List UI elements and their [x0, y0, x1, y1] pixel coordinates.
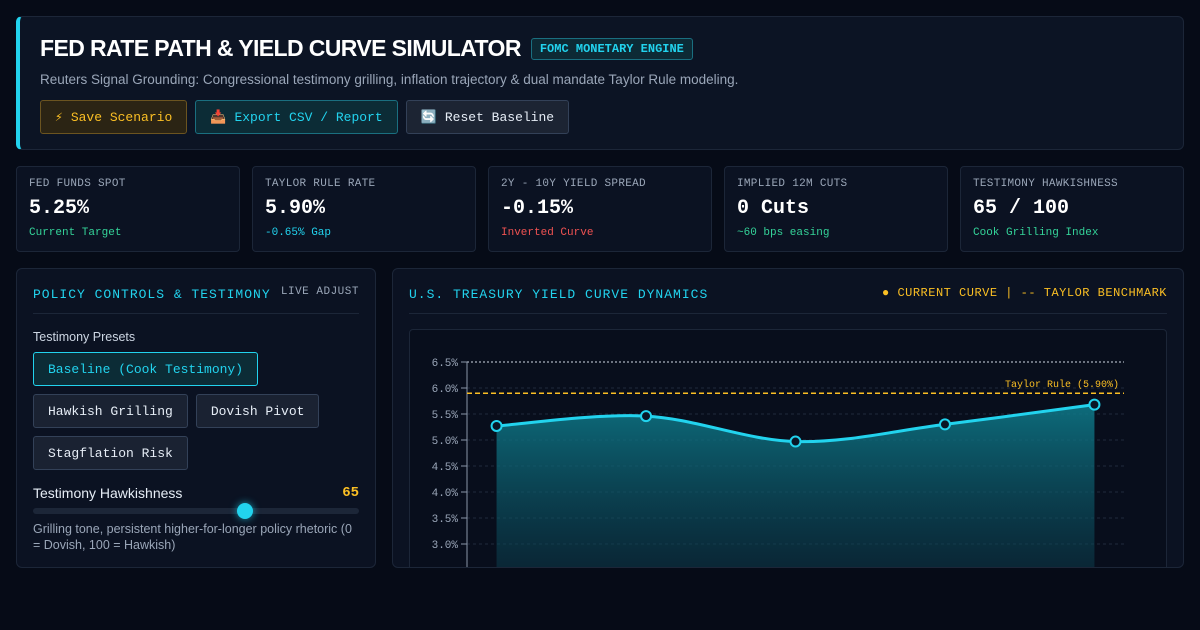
presets-label: Testimony Presets [33, 330, 136, 344]
engine-badge: FOMC MONETARY ENGINE [530, 37, 693, 60]
yield-curve-point [1088, 398, 1101, 411]
metric-label: TAYLOR RULE RATE [265, 178, 376, 190]
inbox-tray-icon: 📥 [210, 109, 227, 125]
yield-curve-point [789, 435, 802, 448]
yield-curve-area [496, 404, 1095, 567]
y-tick-label: 6.5% [432, 358, 459, 370]
y-tick-label: 5.0% [432, 436, 459, 448]
y-tick-label: 4.0% [432, 488, 459, 500]
metric-label: TESTIMONY HAWKISHNESS [973, 178, 1118, 190]
metric-card-fed-funds: FED FUNDS SPOT 5.25% Current Target [16, 166, 240, 252]
preset-baseline-button[interactable]: Baseline (Cook Testimony) [33, 352, 259, 386]
policy-controls-panel: POLICY CONTROLS & TESTIMONY LIVE ADJUST … [16, 268, 376, 568]
metric-sub: Current Target [29, 227, 122, 239]
metric-sub: -0.65% Gap [265, 227, 332, 239]
yield-curve-svg: 6.5% 6.0% 5.5% 5.0% 4.5% 4.0% 3.5% 3.0% Taylor R… [432, 358, 1124, 567]
toolbar: ⚡ Save Scenario 📥 Export CSV / Report 🔄 … [40, 100, 1163, 134]
title-row: FED RATE PATH & YIELD CURVE SIMULATOR FO… [40, 35, 1163, 62]
metric-sub: ~60 bps easing [737, 227, 830, 239]
metric-value: -0.15% [501, 197, 574, 220]
taylor-benchmark-label: Taylor Rule (5.90%) [1005, 379, 1119, 391]
live-adjust-label: LIVE ADJUST [280, 286, 359, 298]
hawkishness-slider-help: Grilling tone, persistent higher-for-lon… [33, 522, 352, 552]
save-scenario-label: Save Scenario [70, 109, 173, 125]
preset-stagflation-button[interactable]: Stagflation Risk [33, 436, 188, 470]
lightning-icon: ⚡ [55, 109, 63, 125]
refresh-icon: 🔄 [420, 109, 437, 125]
metric-value: 65 / 100 [973, 197, 1070, 220]
hawkishness-slider-thumb[interactable] [236, 503, 253, 519]
metric-label: IMPLIED 12M CUTS [737, 178, 848, 190]
y-tick-label: 3.5% [432, 514, 459, 526]
reset-baseline-label: Reset Baseline [444, 109, 555, 125]
metric-card-yield-spread: 2Y - 10Y YIELD SPREAD -0.15% Inverted Cu… [488, 166, 712, 252]
y-tick-label: 3.0% [432, 540, 459, 552]
metric-value: 0 Cuts [737, 197, 810, 220]
metric-card-hawkishness: TESTIMONY HAWKISHNESS 65 / 100 Cook Gril… [960, 166, 1184, 252]
hawkishness-slider-row: Testimony Hawkishness 65 [33, 485, 359, 501]
metric-value: 5.90% [265, 197, 326, 220]
yield-curve-point [640, 410, 653, 423]
chart-panel-title: U.S. TREASURY YIELD CURVE DYNAMICS [409, 287, 709, 302]
y-tick-label: 5.5% [432, 410, 459, 422]
yield-curve-panel: U.S. TREASURY YIELD CURVE DYNAMICS ● CUR… [392, 268, 1184, 568]
hawkishness-slider[interactable] [33, 503, 359, 519]
metric-card-implied-cuts: IMPLIED 12M CUTS 0 Cuts ~60 bps easing [724, 166, 948, 252]
preset-dovish-button[interactable]: Dovish Pivot [195, 394, 320, 428]
metric-card-taylor-rule: TAYLOR RULE RATE 5.90% -0.65% Gap [252, 166, 476, 252]
save-scenario-button[interactable]: ⚡ Save Scenario [40, 100, 188, 134]
metric-value: 5.25% [29, 197, 90, 220]
controls-panel-title: POLICY CONTROLS & TESTIMONY [33, 287, 271, 302]
metrics-row: FED FUNDS SPOT 5.25% Current Target TAYL… [16, 166, 1184, 252]
metric-sub: Inverted Curve [501, 227, 594, 239]
export-csv-label: Export CSV / Report [234, 109, 383, 125]
yield-curve-point [490, 419, 503, 432]
hawkishness-slider-label: Testimony Hawkishness [33, 485, 183, 501]
reset-baseline-button[interactable]: 🔄 Reset Baseline [405, 100, 570, 134]
page-title: FED RATE PATH & YIELD CURVE SIMULATOR [40, 35, 521, 61]
controls-panel-header: POLICY CONTROLS & TESTIMONY LIVE ADJUST [33, 269, 359, 314]
yield-curve-chart: 6.5% 6.0% 5.5% 5.0% 4.5% 4.0% 3.5% 3.0% Taylor R… [409, 329, 1167, 567]
y-tick-label: 4.5% [432, 462, 459, 474]
chart-legend: ● CURRENT CURVE | -- TAYLOR BENCHMARK [882, 286, 1167, 300]
hawkishness-slider-value: 65 [342, 485, 359, 501]
header-panel: FED RATE PATH & YIELD CURVE SIMULATOR FO… [16, 16, 1184, 150]
metric-sub: Cook Grilling Index [973, 227, 1099, 239]
yield-curve-point [938, 418, 951, 431]
metric-label: FED FUNDS SPOT [29, 178, 126, 190]
y-tick-label: 6.0% [432, 384, 459, 396]
preset-hawkish-button[interactable]: Hawkish Grilling [33, 394, 188, 428]
export-csv-button[interactable]: 📥 Export CSV / Report [195, 100, 398, 134]
metric-label: 2Y - 10Y YIELD SPREAD [501, 178, 646, 190]
chart-panel-header: U.S. TREASURY YIELD CURVE DYNAMICS ● CUR… [409, 269, 1167, 314]
preset-group: Baseline (Cook Testimony) Hawkish Grilli… [33, 352, 353, 470]
page-subtitle: Reuters Signal Grounding: Congressional … [40, 72, 739, 87]
